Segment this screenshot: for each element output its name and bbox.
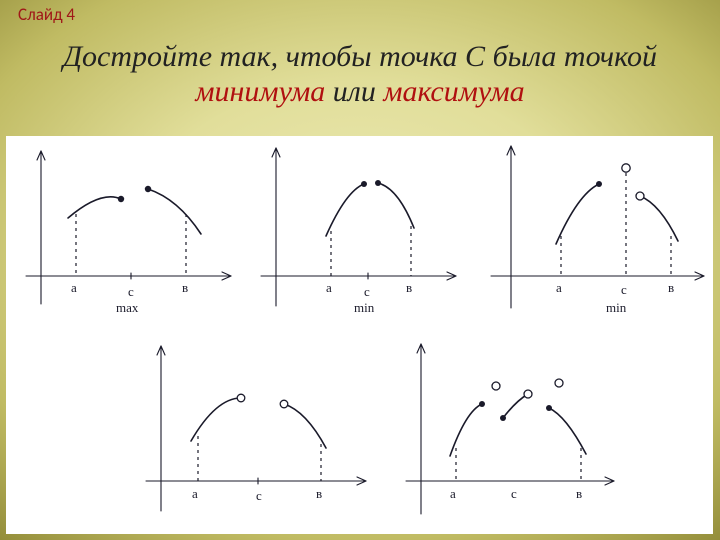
svg-text:c: c	[364, 284, 370, 299]
svg-text:min: min	[606, 300, 627, 315]
svg-text:a: a	[71, 280, 77, 295]
slide-title: Достройте так, чтобы точка С была точкой…	[0, 40, 720, 109]
svg-text:min: min	[354, 300, 375, 315]
title-red-maximum: максимума	[383, 75, 524, 108]
svg-text:c: c	[511, 486, 517, 501]
svg-text:в: в	[576, 486, 582, 501]
diagram-svg: a c в max a c в min a c в min a c в a c в	[6, 136, 713, 534]
title-red-minimum: минимума	[195, 75, 325, 108]
title-part1: Достройте так, чтобы точка С была точкой	[63, 40, 657, 73]
slide-number-label: Слайд 4	[18, 6, 88, 25]
svg-text:c: c	[621, 282, 627, 297]
svg-text:в: в	[182, 280, 188, 295]
svg-text:a: a	[556, 280, 562, 295]
slide-label-line2: 4	[66, 4, 75, 25]
svg-text:max: max	[116, 300, 139, 315]
diagram-panel: a c в max a c в min a c в min a c в a c в	[6, 136, 713, 534]
svg-text:в: в	[406, 280, 412, 295]
svg-text:в: в	[668, 280, 674, 295]
svg-text:a: a	[192, 486, 198, 501]
title-part2: или	[325, 75, 383, 108]
slide-label-line1: Слайд	[18, 4, 63, 25]
slide: Слайд 4 Достройте так, чтобы точка С был…	[0, 0, 720, 540]
svg-text:a: a	[450, 486, 456, 501]
svg-text:в: в	[316, 486, 322, 501]
svg-text:c: c	[256, 488, 262, 503]
svg-text:c: c	[128, 284, 134, 299]
svg-text:a: a	[326, 280, 332, 295]
